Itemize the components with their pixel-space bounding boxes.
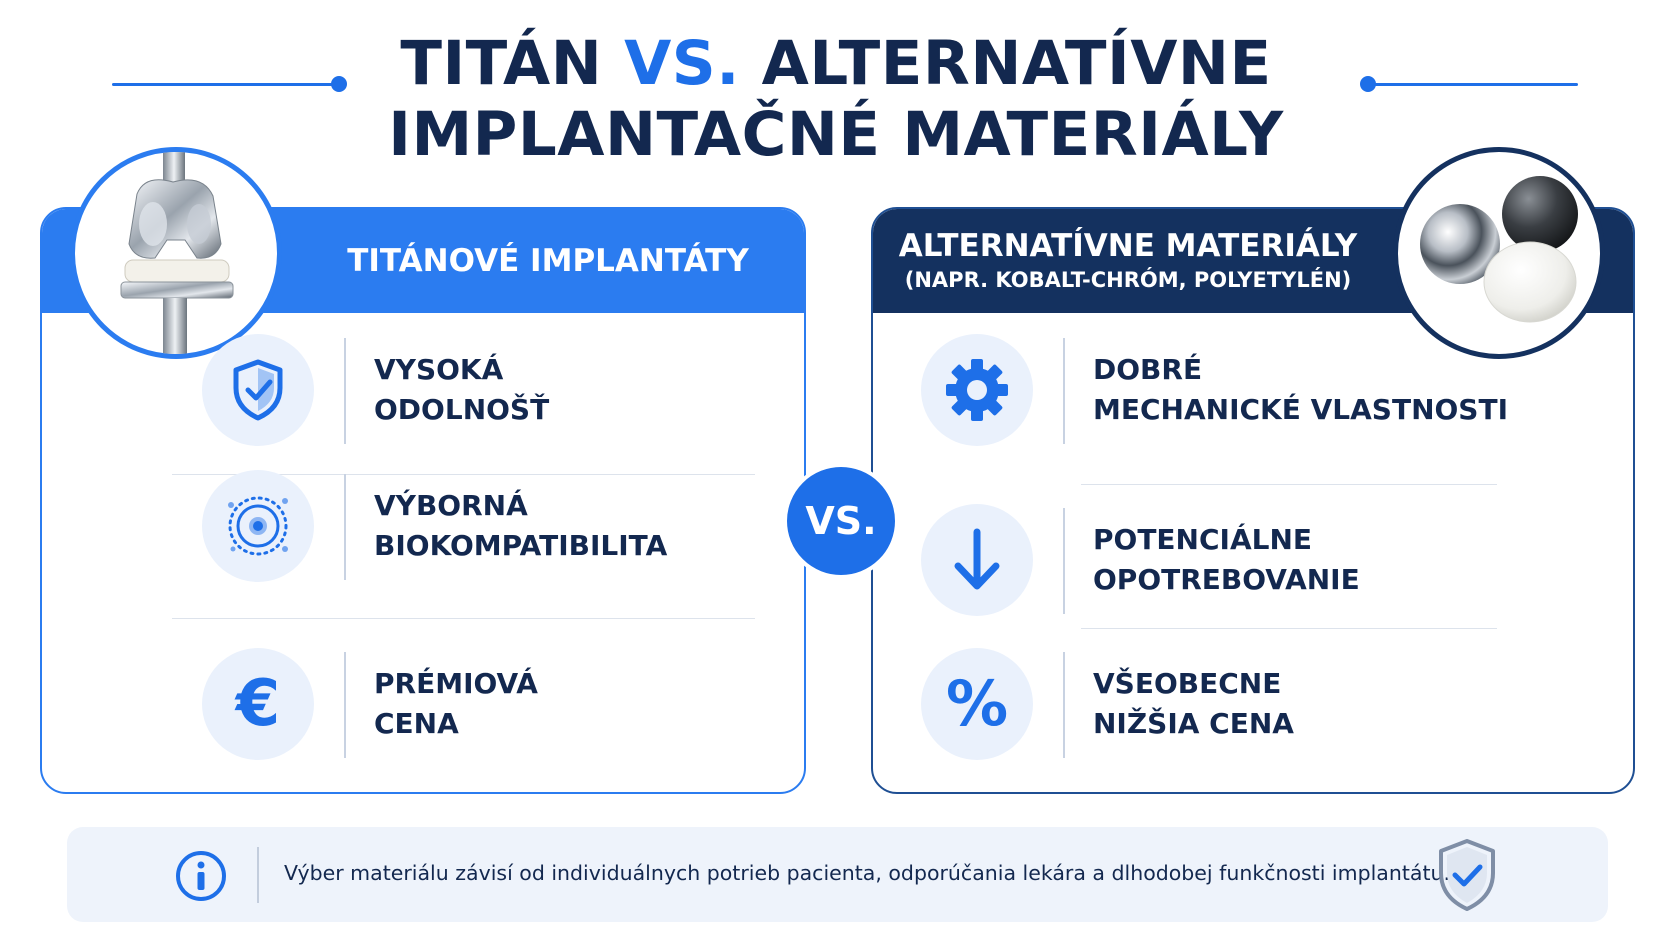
arrow-down-icon [921, 504, 1033, 616]
feature-wear: POTENCIÁLNE OPOTREBOVANIE [921, 504, 1521, 624]
feature-durability: VYSOKÁ ODOLNOŠŤ [202, 334, 762, 454]
title-line-1: TITÁN VS. ALTERNATÍVNE [400, 28, 1272, 99]
footer-note: Výber materiálu závisí od individuálnych… [67, 827, 1608, 922]
title-vs: VS. [624, 28, 740, 99]
feature-mechanical-properties: DOBRÉ MECHANICKÉ VLASTNOSTI [921, 334, 1521, 454]
feature-text: VÝBORNÁ BIOKOMPATIBILITA [374, 489, 668, 562]
feature-text: PRÉMIOVÁ CENA [374, 667, 538, 740]
feature-separator [344, 652, 346, 758]
alternatives-panel-title: ALTERNATÍVNE MATERIÁLY [898, 228, 1358, 264]
feature-lower-price: % VŠEOBECNE NIŽŠIA CENA [921, 648, 1521, 768]
footer-separator [257, 847, 259, 903]
footer-text: Výber materiálu závisí od individuálnych… [284, 861, 1451, 885]
decorative-dot-left [331, 76, 347, 92]
titanium-panel-title: TITÁNOVÉ IMPLANTÁTY [347, 243, 749, 279]
material-spheres-image [1393, 147, 1605, 359]
knee-implant-image [70, 147, 282, 359]
euro-icon: € [202, 648, 314, 760]
shield-check-icon [202, 334, 314, 446]
cell-icon [202, 470, 314, 582]
row-divider [172, 474, 755, 475]
gear-icon [921, 334, 1033, 446]
feature-separator [1063, 508, 1065, 614]
row-divider [1081, 484, 1497, 485]
percent-icon: % [921, 648, 1033, 760]
feature-premium-price: € PRÉMIOVÁ CENA [202, 648, 762, 768]
info-icon [175, 850, 227, 902]
row-divider [1081, 628, 1497, 629]
feature-text: POTENCIÁLNE OPOTREBOVANIE [1093, 523, 1360, 596]
feature-separator [1063, 338, 1065, 444]
feature-separator [344, 338, 346, 444]
decorative-dot-right [1360, 76, 1376, 92]
shield-check-icon [1435, 837, 1499, 913]
decorative-line-left [112, 83, 337, 86]
alternatives-panel-subtitle: (NAPR. KOBALT-CHRÓM, POLYETYLÉN) [904, 268, 1352, 292]
feature-text: VYSOKÁ ODOLNOŠŤ [374, 353, 550, 426]
feature-text: DOBRÉ MECHANICKÉ VLASTNOSTI [1093, 353, 1508, 426]
row-divider [172, 618, 755, 619]
vs-badge: VS. [783, 463, 899, 579]
page-title: TITÁN VS. ALTERNATÍVNE IMPLANTAČNÉ MATER… [0, 28, 1672, 170]
title-line-2: IMPLANTAČNÉ MATERIÁLY [388, 99, 1284, 170]
feature-separator [1063, 652, 1065, 758]
feature-separator [344, 474, 346, 580]
feature-text: VŠEOBECNE NIŽŠIA CENA [1093, 667, 1294, 740]
feature-biocompatibility: VÝBORNÁ BIOKOMPATIBILITA [202, 470, 762, 590]
decorative-line-right [1372, 83, 1578, 86]
